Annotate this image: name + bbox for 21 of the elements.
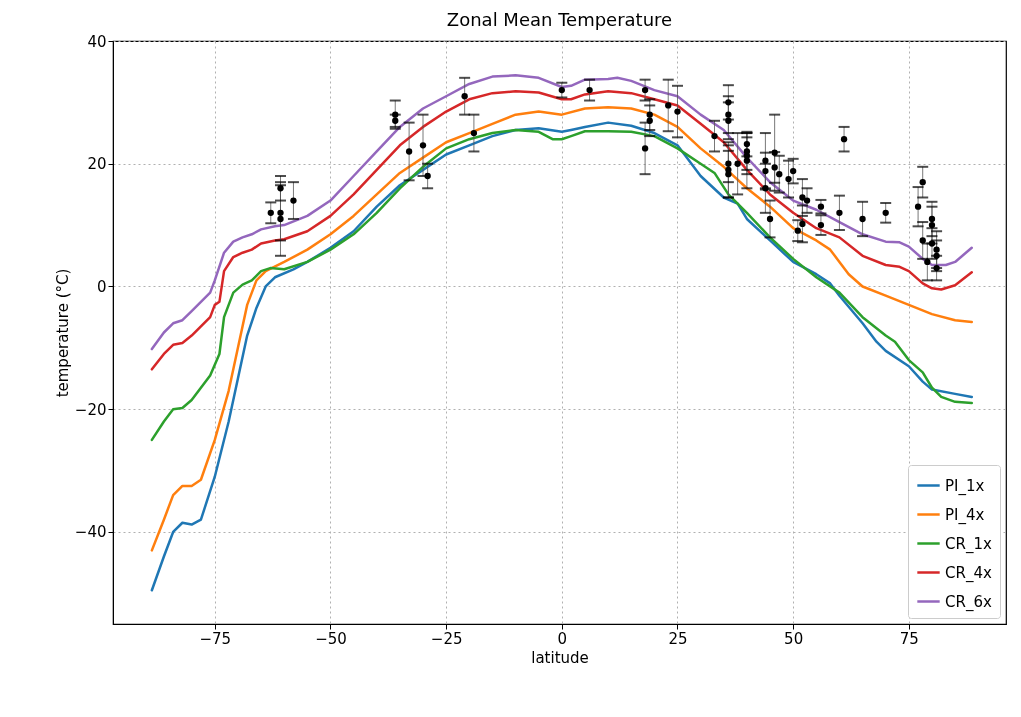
x-tick-label: −25: [430, 629, 463, 648]
x-tick-label: 25: [668, 629, 688, 648]
y-tick-label: 40: [87, 32, 107, 51]
x-tick-label: 50: [784, 629, 804, 648]
y-tick-label: 20: [87, 155, 107, 174]
line-series: [150, 128, 974, 442]
legend-label: CR_1x: [945, 534, 992, 554]
y-tick-label: −20: [74, 400, 107, 419]
x-axis-title: latitude: [531, 648, 589, 667]
legend-label: PI_4x: [945, 505, 985, 525]
x-tick-label: −50: [315, 629, 347, 648]
legend-label: CR_4x: [945, 563, 992, 583]
x-tick-label: 0: [557, 629, 568, 648]
y-tick-label: −40: [74, 523, 107, 542]
x-tick-label: −75: [199, 629, 232, 648]
y-axis-title: temperature (°C): [53, 268, 72, 398]
x-tick-label: 75: [899, 629, 919, 648]
y-tick-label: 0: [96, 277, 107, 296]
legend-label: CR_6x: [945, 592, 992, 612]
chart-title: Zonal Mean Temperature: [446, 9, 673, 30]
legend-label: PI_1x: [945, 476, 985, 496]
